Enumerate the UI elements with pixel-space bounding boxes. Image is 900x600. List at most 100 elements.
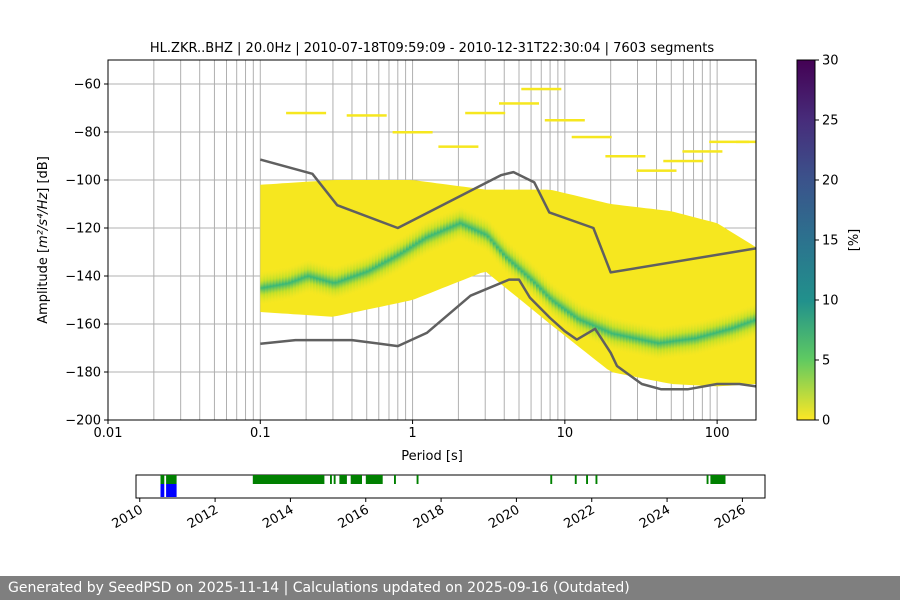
heatmap-mode-cell [421,221,427,258]
heatmap-mode-cell [449,209,455,246]
heatmap-mode-cell [313,259,318,296]
colorbar-tick-label: 30 [822,54,839,69]
heatmap-mode-cell [743,305,749,342]
heatmap-mode-cell [756,301,761,337]
heatmap-mode-cell [436,214,442,251]
heatmap-mode-cell [629,319,634,356]
heatmap-mode-cell [731,310,736,347]
heatmap-mode-cell [396,237,402,273]
heatmap-mode-cell [328,264,334,300]
heatmap-mode-cell [725,311,730,348]
heatmap-mode-cell [653,324,659,361]
heatmap-mode-cell [737,307,743,344]
heatmap-mode-cell [579,302,585,339]
availability-segment [710,475,726,484]
heatmap-mode-cell [675,322,681,359]
availability-segment [252,475,325,484]
heatmap-mode-cell [446,210,451,247]
heatmap-mode-cell [418,223,424,260]
availability-segment [330,475,332,484]
heatmap-outlier [286,111,327,115]
timeline-tick-label: 2024 [637,502,673,532]
heatmap-mode-cell [412,227,417,264]
heatmap-mode-cell [511,245,516,282]
colorbar-label: [%] [847,229,862,252]
heatmap-mode-cell [644,322,650,359]
heatmap-mode-cell [752,302,756,339]
heatmap-mode-cell [585,304,591,341]
heatmap-mode-cell [495,229,501,266]
heatmap-mode-cell [486,218,492,255]
y-tick-label: −200 [65,414,101,429]
colorbar [796,59,816,421]
heatmap-mode-cell [467,209,473,246]
heatmap-outlier [571,135,612,139]
timeline-tick-label: 2014 [260,502,296,532]
heatmap-mode-cell [374,248,380,285]
heatmap-mode-cell [669,323,674,360]
heatmap-mode-cell [678,322,684,359]
heatmap-mode-cell [601,311,606,348]
heatmap-mode-cell [319,261,324,298]
heatmap-mode-cell [316,260,321,297]
heatmap-mode-cell [740,306,746,343]
y-tick-label: −180 [65,366,101,381]
heatmap-mode-cell [598,310,603,347]
y-tick-label: −160 [65,318,101,333]
timeline-tick-label: 2018 [411,502,447,532]
y-tick-label: −140 [65,270,101,285]
heatmap-mode-cell [474,212,479,249]
heatmap-mode-cell [387,242,393,279]
availability-segment [160,475,165,484]
heatmap-mode-cell [440,213,445,250]
heatmap-mode-cell [294,262,300,299]
heatmap-mode-cell [697,319,702,356]
x-axis-label: Period [s] [401,449,463,464]
heatmap-mode-cell [297,261,303,298]
heatmap-outlier [663,159,704,163]
heatmap-mode-cell [430,217,436,253]
colorbar-tick-label: 20 [822,174,839,189]
heatmap-mode-cell [594,308,600,345]
timeline-tick-label: 2022 [562,502,598,532]
heatmap-outlier [438,145,479,148]
heatmap-mode-cell [650,324,656,360]
heatmap-mode-cell [560,289,566,326]
timeline-tick-label: 2016 [336,502,372,532]
heatmap-outlier [521,87,562,91]
heatmap-mode-cell [464,208,470,244]
heatmap-mode-cell [591,307,597,344]
heatmap-mode-cell [325,263,331,300]
heatmap-mode-cell [381,245,386,282]
timeline-tick-label: 2012 [185,502,221,532]
y-axis-ticks: −60 −80 −100 −120 −140 −160 −180 −200 [65,78,108,429]
heatmap-outlier [392,131,433,134]
heatmap-mode-cell [498,232,504,269]
heatmap-mode-cell [542,274,547,311]
heatmap-mode-cell [399,235,405,272]
heatmap-mode-cell [390,240,396,277]
heatmap-mode-cell [455,206,461,243]
heatmap-mode-cell [458,205,464,242]
heatmap-mode-cell [520,253,526,290]
heatmap-mode-cell [622,318,628,355]
heatmap-mode-cell [285,265,290,302]
heatmap-mode-cell [551,283,557,319]
heatmap-mode-cell [700,318,705,355]
heatmap-mode-cell [359,255,365,292]
colorbar-tick-label: 15 [822,234,839,249]
heatmap-mode-cell [263,269,269,306]
heatmap-mode-cell [405,231,411,268]
heatmap-mode-cell [557,287,563,324]
heatmap-mode-cell [706,316,712,353]
heatmap-mode-cell [582,303,588,340]
heatmap-mode-cell [573,298,578,335]
heatmap-mode-cell [343,261,349,298]
heatmap-mode-cell [604,312,609,349]
heatmap-mode-cell [563,291,569,328]
heatmap-mode-cell [309,259,315,295]
heatmap-mode-cell [663,324,668,361]
heatmap-mode-cell [749,303,755,340]
heatmap-mode-cell [539,270,544,307]
